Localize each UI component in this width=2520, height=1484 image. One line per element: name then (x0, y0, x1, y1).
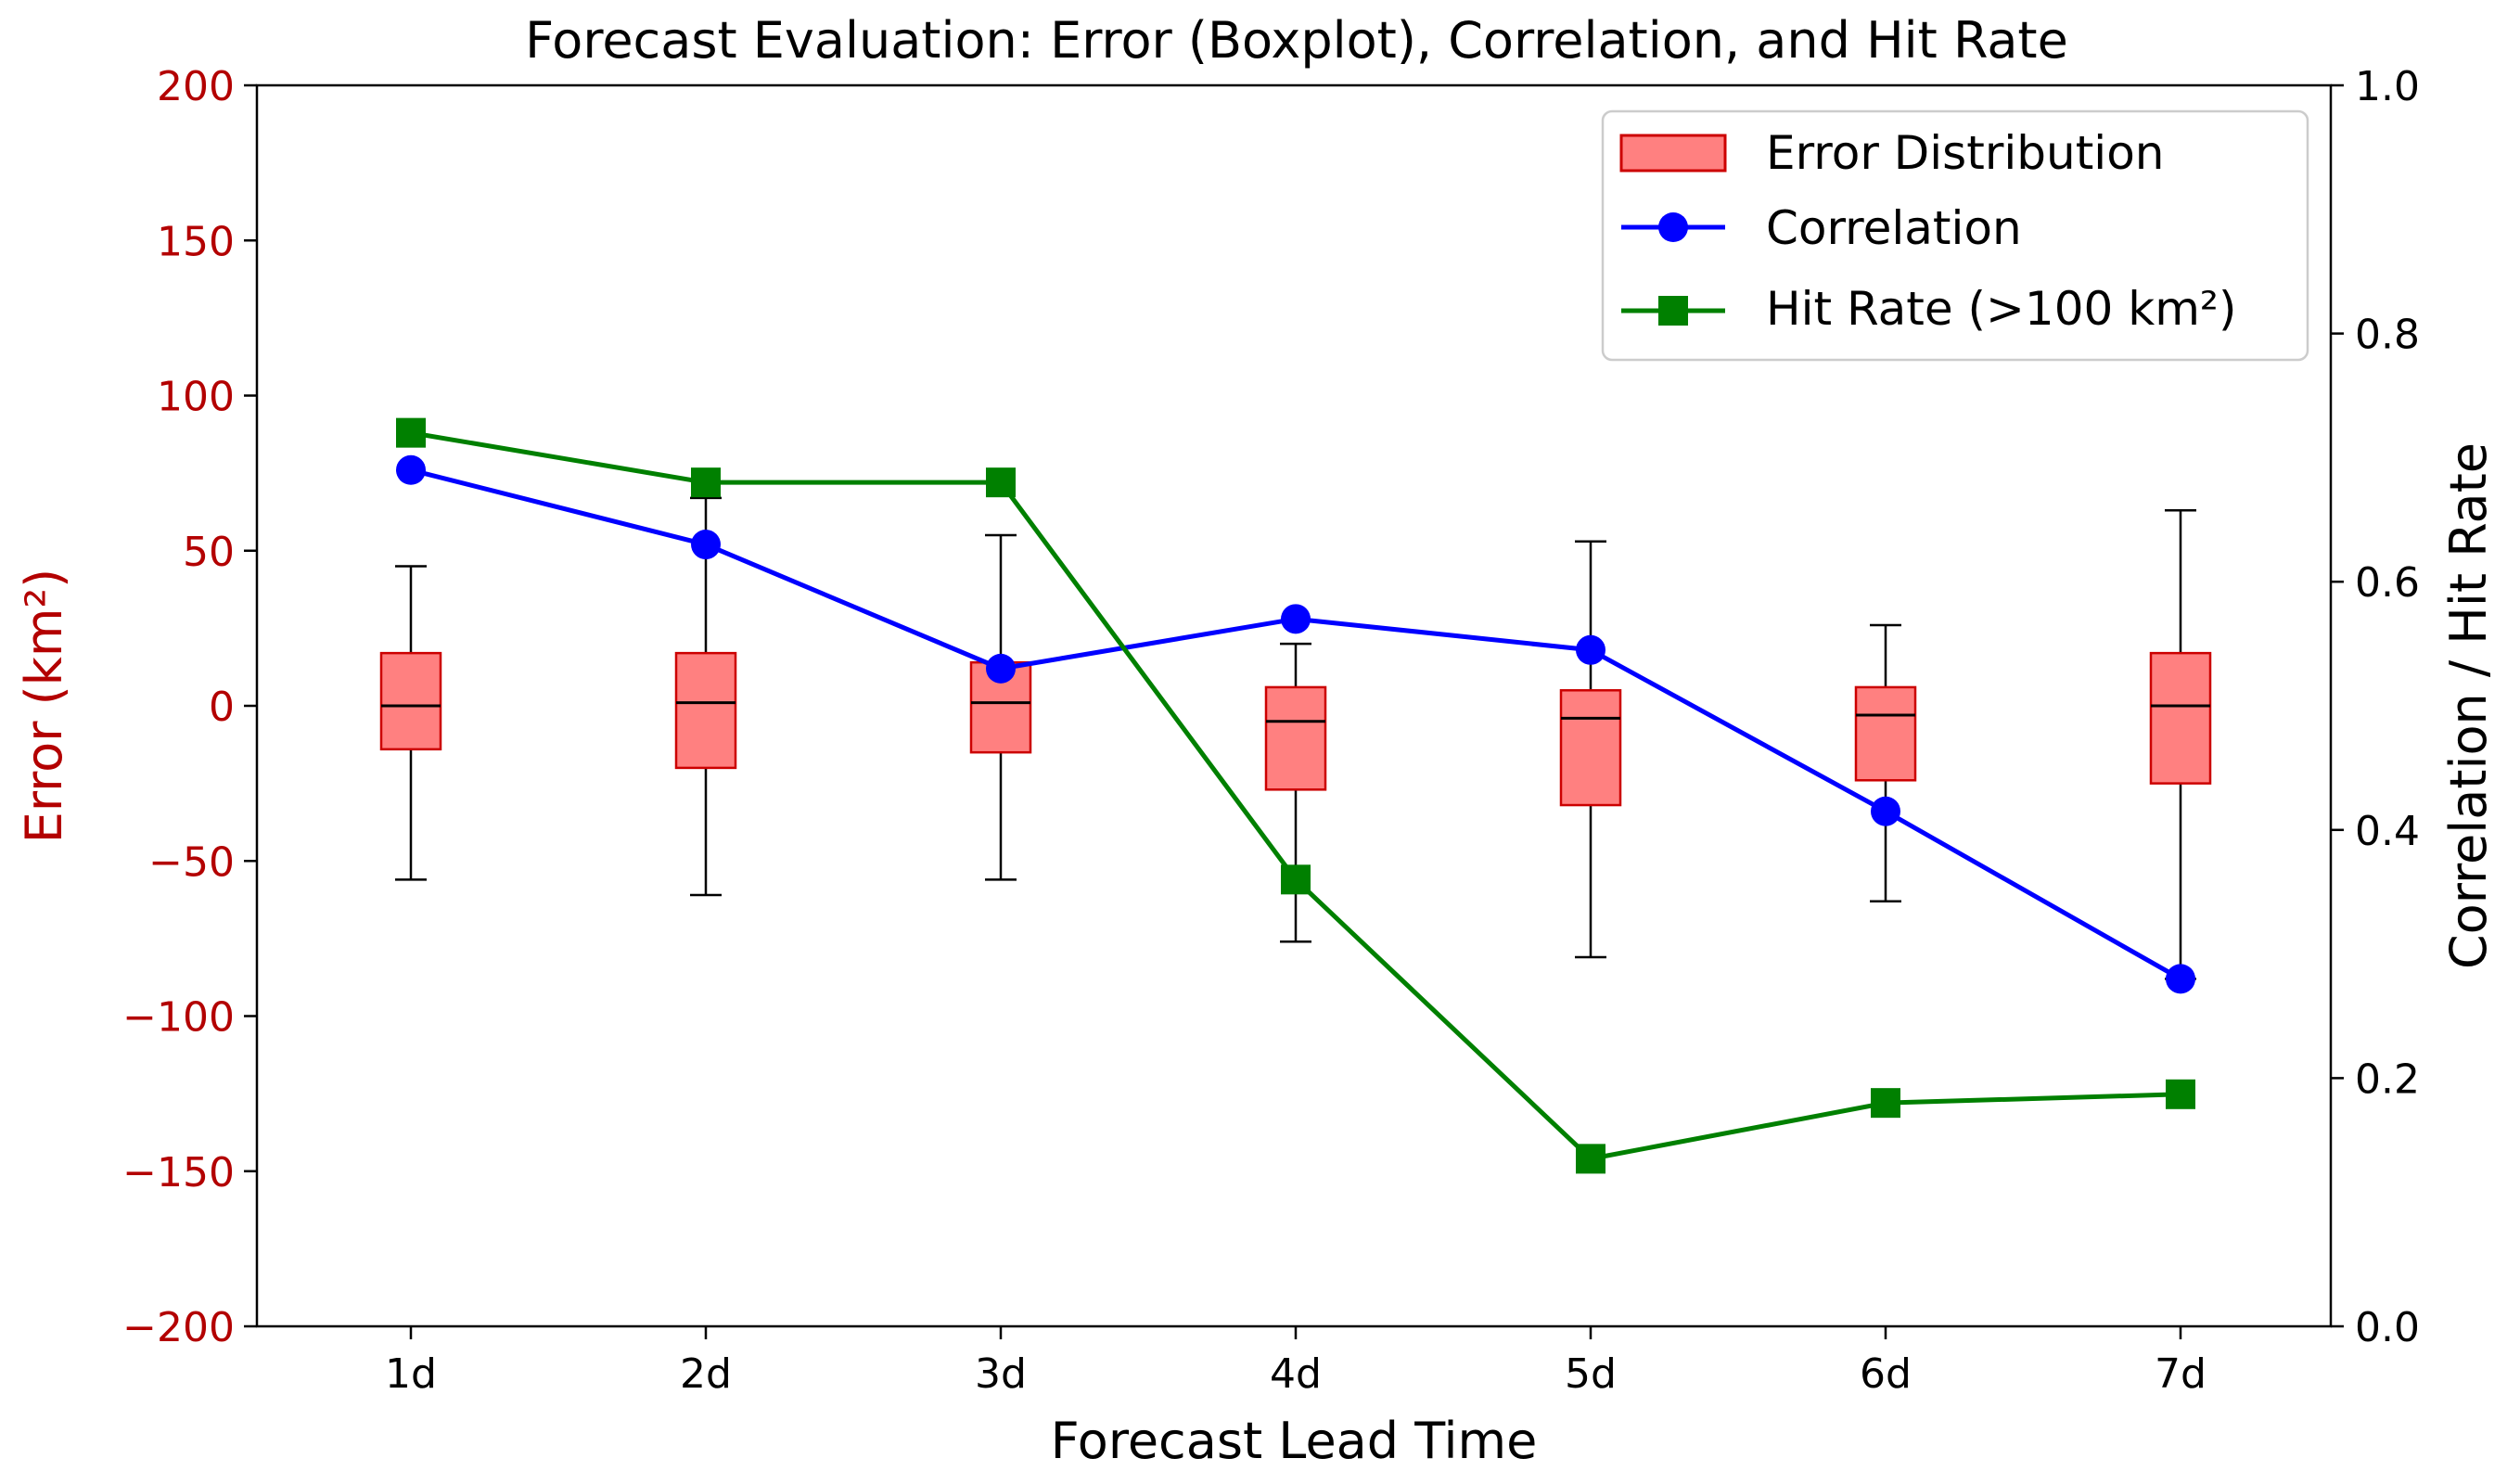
chart-title: Forecast Evaluation: Error (Boxplot), Co… (525, 11, 2068, 70)
series-layer (396, 417, 2195, 1174)
left-y-tick-label: 100 (157, 374, 235, 421)
correlation-point (396, 454, 426, 485)
left-y-tick-label: 0 (209, 684, 235, 731)
box-4d (1264, 685, 1327, 791)
x-tick-label: 6d (1860, 1350, 1912, 1398)
right-y-axis: 0.0 0.2 0.4 0.6 0.8 1.0 (2331, 63, 2420, 1351)
x-tick-label: 4d (1270, 1350, 1322, 1398)
boxplot-layer (379, 496, 2212, 980)
x-axis: 1d 2d 3d 4d 5d 6d 7d (385, 1326, 2207, 1398)
left-y-axis-title: Error (km²) (15, 569, 73, 843)
hit-rate-point (1281, 864, 1311, 895)
left-y-tick-label: −200 (122, 1304, 235, 1351)
hit-rate-point (1576, 1144, 1605, 1174)
right-y-tick-label: 0.0 (2355, 1304, 2420, 1351)
legend-hit-rate-marker (1658, 296, 1688, 326)
legend-frame (1601, 109, 2309, 362)
left-y-tick-label: −100 (122, 994, 235, 1042)
correlation-point (986, 653, 1016, 684)
box-1d (379, 651, 442, 751)
x-axis-title: Forecast Lead Time (1051, 1412, 1538, 1470)
correlation-point (1281, 604, 1311, 634)
x-tick-label: 3d (975, 1350, 1027, 1398)
box-6d (1854, 685, 1917, 782)
legend-label-error-distribution: Error Distribution (1766, 126, 2164, 180)
hit-rate-point (986, 467, 1016, 498)
x-tick-label: 5d (1565, 1350, 1617, 1398)
left-y-tick-label: 150 (157, 218, 235, 265)
correlation-point (1576, 634, 1605, 665)
hit-rate-point (2166, 1079, 2195, 1109)
right-y-tick-label: 0.2 (2355, 1055, 2420, 1103)
left-y-tick-label: −50 (148, 838, 235, 886)
legend-box-swatch (1619, 134, 1727, 173)
left-y-tick-label: 200 (157, 63, 235, 110)
correlation-point (1871, 796, 1900, 826)
x-tick-label: 1d (385, 1350, 437, 1398)
x-tick-label: 7d (2155, 1350, 2207, 1398)
box-7d (2149, 651, 2212, 785)
hit-rate-point (1871, 1088, 1900, 1119)
legend-label-hit-rate: Hit Rate (>100 km²) (1766, 282, 2236, 336)
legend-label-correlation: Correlation (1766, 201, 2022, 255)
legend-correlation-marker (1658, 212, 1688, 242)
right-y-tick-label: 0.4 (2355, 808, 2420, 855)
box-2d (674, 651, 737, 770)
left-y-tick-label: 50 (183, 529, 235, 576)
hit-rate-point (396, 417, 426, 448)
correlation-point (691, 530, 721, 560)
legend: Error Distribution Correlation Hit Rate … (1601, 109, 2309, 362)
right-y-tick-label: 1.0 (2355, 63, 2420, 110)
right-y-tick-label: 0.6 (2355, 559, 2420, 607)
left-y-axis: −200 −150 −100 −50 0 50 100 150 200 (122, 63, 257, 1351)
left-y-tick-label: −150 (122, 1149, 235, 1196)
x-tick-label: 2d (680, 1350, 732, 1398)
box-5d (1559, 689, 1622, 807)
hit-rate-point (691, 467, 721, 498)
correlation-point (2166, 964, 2195, 994)
right-y-axis-title: Correlation / Hit Rate (2439, 442, 2498, 969)
right-y-tick-label: 0.8 (2355, 312, 2420, 359)
